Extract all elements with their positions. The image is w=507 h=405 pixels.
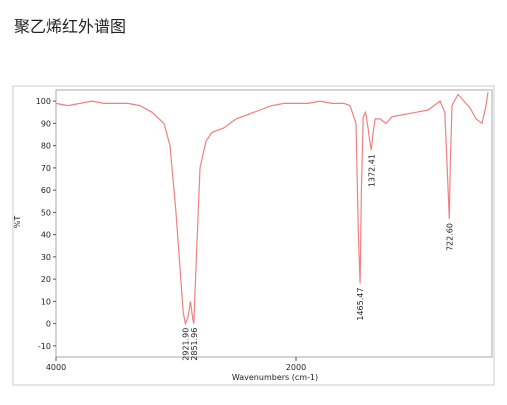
- y-tick-label: 20: [41, 275, 51, 284]
- peak-label: 1372.41: [367, 154, 376, 187]
- y-tick-label: 90: [41, 119, 51, 128]
- x-tick-label: 4000: [46, 363, 66, 372]
- y-tick-label: -10: [38, 342, 51, 351]
- y-tick-label: 50: [41, 208, 51, 217]
- chart-frame: [12, 85, 495, 386]
- plot-area: [55, 89, 493, 358]
- y-tick-label: 60: [41, 186, 51, 195]
- y-tick-label: 0: [46, 320, 51, 329]
- peak-label: 2921.90: [181, 328, 190, 361]
- y-tick-label: 10: [41, 297, 51, 306]
- spectrum-line: [55, 92, 489, 326]
- y-tick-label: 70: [41, 164, 51, 173]
- peak-label: 2851.96: [190, 328, 199, 361]
- x-tick-label: 2000: [286, 363, 306, 372]
- y-tick-label: 40: [41, 231, 51, 240]
- y-axis-label: %T: [13, 216, 22, 229]
- peak-label: 1465.47: [356, 288, 365, 321]
- y-tick-label: 80: [41, 142, 51, 151]
- y-tick-label: 30: [41, 253, 51, 262]
- x-axis-label: Wavenumbers (cm-1): [232, 373, 318, 382]
- peak-label: 722.60: [445, 223, 454, 251]
- chart-title: 聚乙烯红外谱图: [14, 17, 126, 36]
- y-tick-label: 100: [36, 97, 51, 106]
